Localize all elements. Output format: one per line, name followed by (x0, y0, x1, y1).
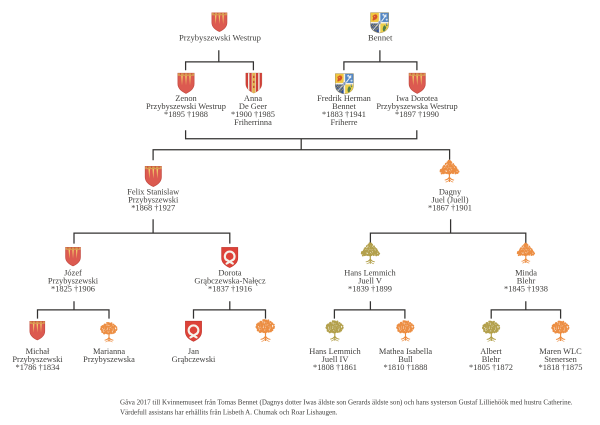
svg-text:Värdefull assistans har erhåll: Värdefull assistans har erhållits från L… (120, 408, 338, 416)
svg-text:*1895 †1988: *1895 †1988 (164, 110, 208, 119)
svg-text:Przybyszewski Westrup: Przybyszewski Westrup (146, 102, 226, 111)
svg-text:*1868 †1927: *1868 †1927 (131, 204, 175, 213)
svg-text:Mathea Isabella: Mathea Isabella (379, 347, 433, 356)
svg-text:*1818 †1875: *1818 †1875 (539, 363, 583, 372)
svg-text:Friherre: Friherre (331, 118, 358, 127)
svg-text:*1839 †1899: *1839 †1899 (348, 285, 392, 294)
svg-text:Przybyszewski: Przybyszewski (12, 355, 63, 364)
svg-text:Przybyszewska Westrup: Przybyszewska Westrup (376, 102, 457, 111)
svg-text:Albert: Albert (480, 347, 502, 356)
svg-text:Friherrinna: Friherrinna (234, 118, 272, 127)
svg-text:Juell V: Juell V (358, 277, 382, 286)
svg-text:*1883 †1941: *1883 †1941 (322, 110, 366, 119)
svg-text:Przybyszewski: Przybyszewski (128, 196, 179, 205)
svg-text:Hans Lemmich: Hans Lemmich (309, 347, 361, 356)
svg-text:Juell IV: Juell IV (322, 355, 349, 364)
svg-text:Bull: Bull (398, 355, 413, 364)
svg-text:Michał: Michał (26, 347, 50, 356)
svg-text:Józef: Józef (64, 268, 82, 277)
svg-text:*1900 †1985: *1900 †1985 (231, 110, 275, 119)
svg-text:*1805 †1872: *1805 †1872 (469, 363, 513, 372)
svg-text:Dorota: Dorota (218, 268, 242, 277)
svg-text:Felix Stanislaw: Felix Stanislaw (127, 187, 180, 196)
svg-text:Stenersen: Stenersen (544, 355, 577, 364)
svg-text:*1845 †1938: *1845 †1938 (504, 285, 548, 294)
svg-text:Minda: Minda (515, 268, 537, 277)
svg-text:Przybyszewska: Przybyszewska (83, 355, 135, 364)
svg-text:Fredrik Herman: Fredrik Herman (317, 94, 372, 103)
svg-text:*1837 †1916: *1837 †1916 (208, 285, 252, 294)
svg-text:Bennet: Bennet (332, 102, 356, 111)
svg-text:De Geer: De Geer (239, 102, 267, 111)
svg-text:Juel (Juell): Juel (Juell) (432, 196, 469, 205)
svg-text:Blehr: Blehr (517, 277, 536, 286)
svg-text:Bennet: Bennet (368, 33, 393, 43)
svg-text:Przybyszewski Westrup: Przybyszewski Westrup (179, 33, 261, 43)
svg-text:Grąbczewski: Grąbczewski (172, 355, 216, 364)
svg-text:*1786 †1834: *1786 †1834 (16, 363, 61, 372)
svg-text:Grąbczewska-Nałęcz: Grąbczewska-Nałęcz (194, 277, 265, 286)
svg-text:*1808 †1861: *1808 †1861 (313, 363, 357, 372)
svg-text:*1825 †1906: *1825 †1906 (51, 285, 95, 294)
svg-text:Jan: Jan (188, 347, 200, 356)
svg-text:Maren WLC: Maren WLC (539, 347, 582, 356)
svg-text:Blehr: Blehr (482, 355, 501, 364)
svg-text:*1810 †1888: *1810 †1888 (384, 363, 428, 372)
svg-text:Gåva 2017 till Kvinnemuseet fr: Gåva 2017 till Kvinnemuseet från Tomas B… (120, 398, 573, 406)
svg-text:*1867 †1901: *1867 †1901 (428, 204, 472, 213)
svg-text:Dagny: Dagny (439, 187, 462, 196)
svg-text:Marianna: Marianna (93, 347, 125, 356)
svg-text:Zenon: Zenon (175, 94, 197, 103)
svg-text:Przybyszewski: Przybyszewski (48, 277, 99, 286)
svg-text:*1897 †1990: *1897 †1990 (395, 110, 439, 119)
svg-text:Anna: Anna (244, 94, 262, 103)
svg-text:Hans Lemmich: Hans Lemmich (344, 268, 396, 277)
svg-text:Iwa Dorotea: Iwa Dorotea (396, 94, 438, 103)
